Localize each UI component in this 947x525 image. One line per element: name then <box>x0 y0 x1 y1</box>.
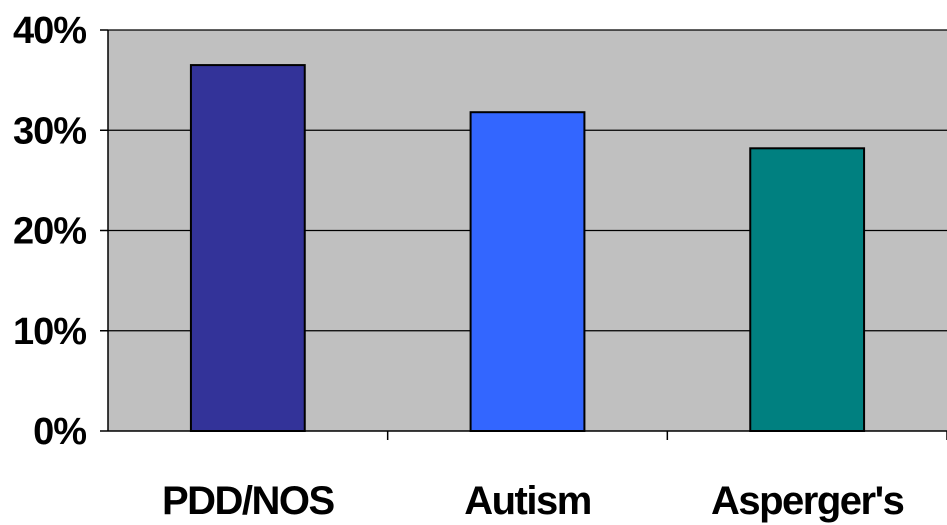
y-axis-ticks: 0% 10% 20% 30% 40% <box>13 10 108 453</box>
bar-asperger-s <box>749 147 866 432</box>
y-tick-label: 0% <box>33 411 86 453</box>
x-axis-ticks: PDD/NOS Autism Asperger's <box>162 431 947 523</box>
bar-autism <box>469 111 586 433</box>
x-tick-label: PDD/NOS <box>162 479 335 523</box>
y-tick-label: 10% <box>13 311 86 353</box>
x-tick-label: Asperger's <box>711 479 904 523</box>
y-tick-label: 40% <box>13 10 86 52</box>
y-tick-label: 20% <box>13 211 86 253</box>
bar-pdd-nos <box>189 64 306 433</box>
y-tick-label: 30% <box>13 110 86 152</box>
x-tick-label: Autism <box>464 479 591 523</box>
